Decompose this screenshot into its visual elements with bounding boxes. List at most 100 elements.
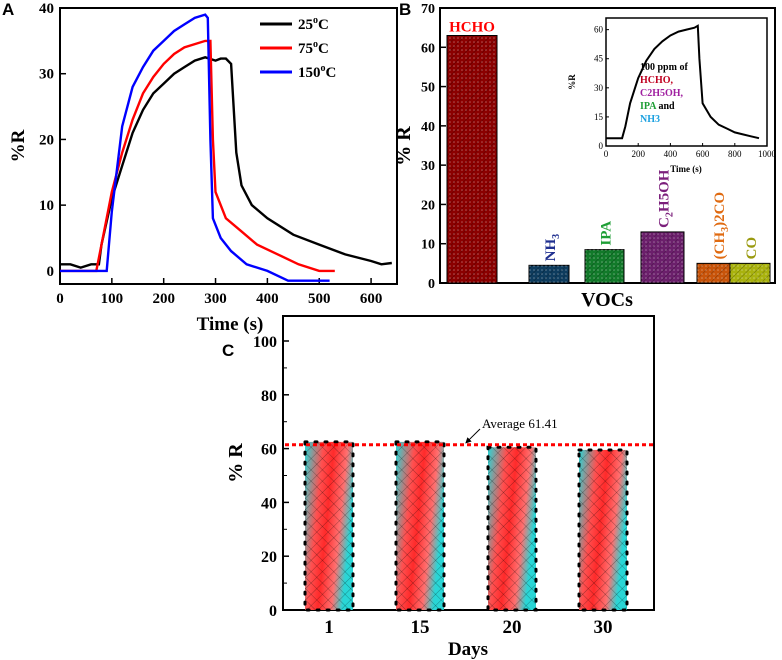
inset-xtick-label: 800	[728, 149, 742, 159]
c-bar-outline-2	[486, 445, 538, 612]
inset-frame	[605, 17, 768, 147]
inset-annotation: 100 ppm of HCHO, C2H5OH, IPA and NH3	[640, 62, 688, 125]
b-bar-label-base-5: CO	[744, 237, 760, 260]
a-xtick-label: 0	[56, 291, 64, 307]
a-legend-unit-2: C	[326, 65, 337, 81]
panel-b-xlabel: VOCs	[581, 289, 633, 311]
inset-series-line	[606, 24, 760, 140]
b-bar-texture-0	[447, 35, 497, 283]
c-xtick-label: 15	[411, 617, 430, 638]
b-bar-texture-4	[697, 263, 739, 283]
a-legend-label-2: 150oC	[298, 63, 336, 81]
panel-b-ylabel: % R	[393, 126, 415, 166]
panel-a-label: A	[2, 0, 14, 19]
b-ytick-label: 60	[421, 41, 435, 56]
b-bar-label-sub-4: 3	[720, 227, 731, 232]
inset-annotation-nh3: NH3	[640, 114, 660, 125]
inset-xtick-label: 1000	[758, 149, 777, 159]
b-bar-label-base-3: C	[657, 217, 673, 228]
inset-annotation-ipa-line: IPA and	[640, 101, 675, 112]
panel-c-bars	[303, 440, 629, 612]
a-xtick-label: 500	[308, 291, 331, 307]
average-arrow	[465, 428, 481, 444]
a-ytick-label: 20	[39, 132, 54, 148]
b-bar-label-base-4: (CH	[712, 232, 728, 260]
b-bar-texture-2	[585, 249, 624, 283]
inset-annotation-c2h5oh: C2H5OH,	[640, 88, 684, 99]
a-ytick-label: 30	[39, 67, 54, 83]
b-ytick-label: 0	[428, 277, 435, 292]
c-bar-hatch-1	[396, 441, 444, 610]
b-bar-texture-1	[529, 265, 569, 283]
b-bar-texture-5	[730, 263, 770, 283]
inset-xtick-label: 600	[696, 149, 710, 159]
a-ytick-label: 0	[47, 264, 55, 280]
b-bar-label-1: NH3	[543, 234, 562, 262]
panel-b-inset: 0 200 400 600 800 1000 0 15 30 45 60 Time (s) %R 1…	[563, 12, 777, 174]
c-ytick-label: 20	[261, 549, 277, 566]
inset-ylabel: %R	[567, 74, 577, 90]
inset-xtick-label: 0	[604, 149, 609, 159]
a-series-line-2	[60, 13, 330, 282]
c-xtick-label: 1	[324, 617, 334, 638]
inset-ytick-label: 60	[594, 25, 604, 35]
c-ytick-label: 100	[253, 334, 277, 351]
c-bar-hatch-2	[488, 447, 536, 610]
panel-c-ylabel: % R	[225, 443, 247, 483]
b-bar-label-4: (CH3)2CO	[712, 192, 731, 260]
b-ytick-label: 50	[421, 81, 435, 96]
c-ytick-label: 80	[261, 388, 277, 405]
panel-b-label: B	[399, 0, 411, 19]
b-ytick-label: 10	[421, 238, 435, 253]
inset-annotation-ipa: IPA	[640, 101, 657, 112]
c-ytick-label: 0	[269, 603, 277, 620]
inset-xlabel: Time (s)	[670, 164, 702, 174]
a-legend-sup-2: o	[321, 63, 326, 74]
panel-a-xlabel: Time (s)	[197, 314, 264, 335]
c-xtick-label: 30	[594, 617, 613, 638]
b-bar-label-base-2: IPA	[599, 221, 615, 246]
c-bar-hatch-0	[305, 441, 353, 610]
panel-c-label: C	[222, 341, 234, 360]
b-bar-label-sub-1: 3	[551, 234, 562, 239]
panel-c-xlabel: Days	[448, 639, 488, 660]
a-xtick-label: 400	[256, 291, 279, 307]
panel-a-ylabel: %R	[8, 129, 29, 162]
c-bar-outline-3	[577, 448, 629, 612]
a-xtick-label: 100	[101, 291, 124, 307]
a-xtick-label: 200	[152, 291, 175, 307]
inset-annotation-hcho: HCHO,	[640, 75, 674, 86]
b-bar-label-2: IPA	[599, 221, 615, 246]
panel-c-axes: 0 20 40 60 80 100 1 15 20 30	[253, 334, 613, 638]
b-ytick-label: 40	[421, 120, 435, 135]
a-legend-base-0: 25	[298, 17, 313, 33]
inset-annotation-and: and	[656, 101, 675, 112]
a-series-line-1	[60, 39, 335, 273]
b-bar-label-base-0: HCHO	[449, 20, 495, 36]
panel-c-frame	[282, 315, 655, 611]
b-bar-texture-3	[641, 231, 684, 283]
a-legend-base-1: 75	[298, 41, 313, 57]
a-xtick-label: 300	[204, 291, 227, 307]
b-bar-label-0: HCHO	[449, 20, 495, 36]
b-bar-label-base-1: NH	[543, 238, 559, 261]
c-bar-outline-0	[303, 440, 355, 612]
panel-a-frame	[59, 7, 398, 285]
a-legend-base-2: 150	[298, 65, 321, 81]
panel-a-series	[60, 13, 392, 282]
b-ytick-label: 70	[421, 2, 435, 17]
b-bar-label-3: C2H5OH	[657, 169, 676, 228]
c-ytick-label: 60	[261, 442, 277, 459]
a-legend-sup-1: o	[313, 39, 318, 50]
inset-ytick-label: 30	[594, 83, 604, 93]
b-ytick-label: 30	[421, 159, 435, 174]
b-bar-label-tail-4: )2CO	[712, 192, 728, 227]
a-legend-sup-0: o	[313, 15, 318, 26]
panel-b-axes: 0 10 20 30 40 50 60 70	[421, 2, 446, 292]
c-xtick-label: 20	[503, 617, 522, 638]
inset-xtick-label: 200	[631, 149, 645, 159]
